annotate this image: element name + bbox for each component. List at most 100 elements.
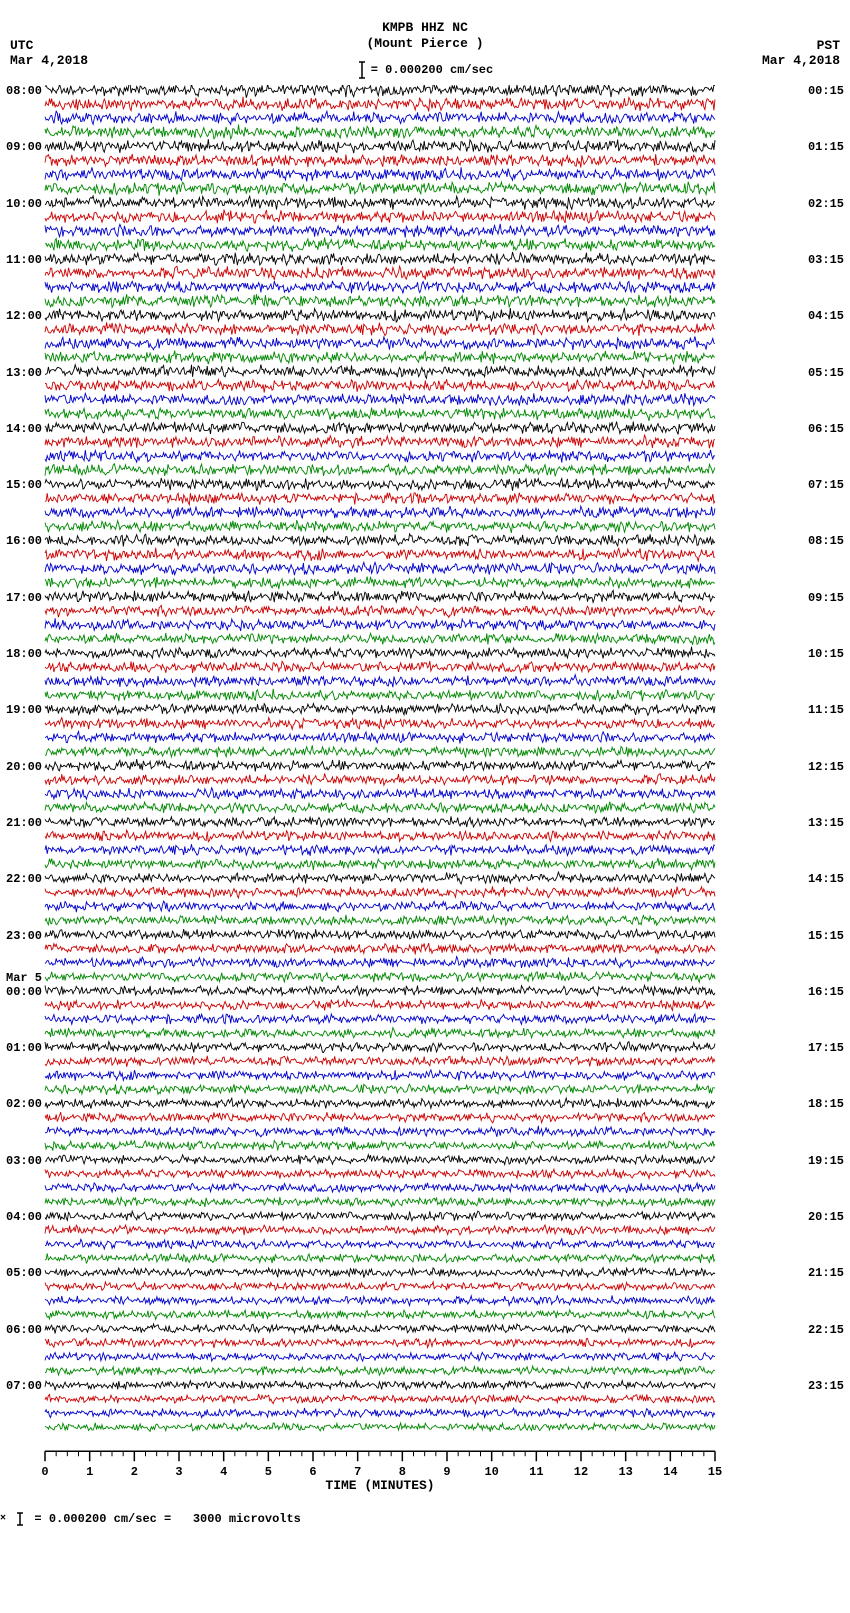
trace-line: [45, 1225, 715, 1235]
pst-hour-label: 09:15: [808, 591, 844, 605]
x-tick-label: 7: [354, 1465, 361, 1479]
pst-hour-label: 00:15: [808, 84, 844, 98]
trace-line: [45, 929, 715, 940]
trace-line: [45, 1282, 715, 1292]
pst-hour-label: 16:15: [808, 985, 844, 999]
pst-hour-label: 11:15: [808, 703, 844, 717]
trace-line: [45, 1042, 715, 1053]
trace-line: [45, 450, 715, 463]
trace-line: [45, 1084, 715, 1095]
trace-line: [45, 85, 715, 98]
pst-hour-label: 04:15: [808, 309, 844, 323]
trace-line: [45, 999, 715, 1010]
pst-hour-label: 12:15: [808, 760, 844, 774]
trace-line: [45, 308, 715, 322]
trace-line: [45, 408, 715, 421]
x-tick-label: 10: [484, 1465, 498, 1479]
pst-hour-label: 18:15: [808, 1097, 844, 1111]
x-tick-label: 8: [399, 1465, 406, 1479]
trace-line: [45, 633, 715, 645]
date-marker-left: Mar 5: [6, 971, 42, 985]
trace-line: [45, 111, 715, 125]
trace-line: [45, 337, 715, 351]
trace-line: [45, 718, 715, 730]
x-tick-label: 1: [86, 1465, 93, 1479]
trace-line: [45, 844, 715, 856]
trace-line: [45, 435, 715, 448]
trace-line: [45, 1014, 715, 1024]
trace-line: [45, 266, 715, 280]
x-tick-label: 4: [220, 1465, 227, 1479]
x-tick-label: 13: [618, 1465, 632, 1479]
trace-line: [45, 1423, 715, 1432]
trace-line: [45, 1324, 715, 1333]
x-tick-label: 2: [131, 1465, 138, 1479]
trace-line: [45, 1169, 715, 1179]
trace-line: [45, 182, 715, 196]
trace-line: [45, 1140, 715, 1150]
tz-left-label: UTC: [10, 38, 88, 53]
trace-line: [45, 562, 715, 575]
trace-line: [45, 1126, 715, 1137]
trace-line: [45, 1239, 715, 1249]
seismogram-container: KMPB HHZ NC (Mount Pierce ) UTC Mar 4,20…: [0, 0, 850, 1613]
utc-hour-label: 21:00: [6, 816, 42, 830]
trace-line: [45, 1098, 715, 1109]
utc-hour-label: 08:00: [6, 84, 42, 98]
trace-line: [45, 1352, 715, 1362]
trace-line: [45, 393, 715, 405]
footer-pre: =: [34, 1512, 41, 1526]
utc-hour-label: 16:00: [6, 534, 42, 548]
trace-line: [45, 689, 715, 701]
trace-line: [45, 802, 715, 814]
x-tick-label: 5: [265, 1465, 272, 1479]
utc-hour-label: 11:00: [6, 253, 42, 267]
pst-hour-label: 02:15: [808, 197, 844, 211]
trace-line: [45, 167, 715, 181]
trace-line: [45, 379, 715, 393]
trace-line: [45, 745, 715, 757]
utc-hour-label: 12:00: [6, 309, 42, 323]
trace-line: [45, 618, 715, 631]
utc-hour-label: 03:00: [6, 1154, 42, 1168]
utc-hour-label: 06:00: [6, 1323, 42, 1337]
pst-hour-label: 07:15: [808, 478, 844, 492]
pst-hour-label: 19:15: [808, 1154, 844, 1168]
trace-line: [45, 943, 715, 954]
x-tick-label: 12: [574, 1465, 588, 1479]
pst-hour-label: 08:15: [808, 534, 844, 548]
pst-hour-label: 20:15: [808, 1210, 844, 1224]
trace-line: [45, 1408, 715, 1418]
trace-line: [45, 1394, 715, 1404]
pst-hour-label: 01:15: [808, 140, 844, 154]
utc-hour-label: 09:00: [6, 140, 42, 154]
utc-hour-label: 04:00: [6, 1210, 42, 1224]
utc-hour-label: 19:00: [6, 703, 42, 717]
trace-line: [45, 886, 715, 898]
trace-line: [45, 647, 715, 659]
pst-hour-label: 14:15: [808, 872, 844, 886]
footer-scale: × = 0.000200 cm/sec = 3000 microvolts: [0, 1511, 301, 1527]
trace-line: [45, 294, 715, 307]
trace-line: [45, 534, 715, 547]
tz-right-label: PST: [762, 38, 840, 53]
trace-line: [45, 1155, 715, 1165]
station-name: (Mount Pierce ): [0, 36, 850, 52]
trace-line: [45, 661, 715, 673]
utc-hour-label: 17:00: [6, 591, 42, 605]
trace-line: [45, 1183, 715, 1193]
utc-hour-label: 07:00: [6, 1379, 42, 1393]
trace-line: [45, 139, 715, 153]
trace-line: [45, 605, 715, 617]
utc-hour-label: 01:00: [6, 1041, 42, 1055]
trace-line: [45, 1112, 715, 1123]
trace-line: [45, 506, 715, 519]
trace-line: [45, 1381, 715, 1390]
pst-hour-label: 05:15: [808, 366, 844, 380]
pst-hour-label: 06:15: [808, 422, 844, 436]
utc-hour-label: 00:00: [6, 985, 42, 999]
trace-line: [45, 816, 715, 827]
trace-line: [45, 703, 715, 715]
pst-hour-label: 13:15: [808, 816, 844, 830]
trace-line: [45, 493, 715, 505]
